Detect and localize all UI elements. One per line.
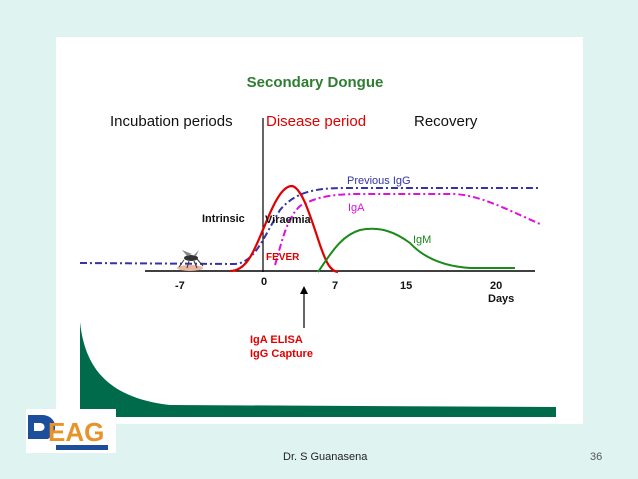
mosquito-icon [177, 250, 204, 271]
tick-label: 0 [261, 276, 267, 288]
viraemia-label: Viraemia [265, 214, 312, 226]
igm-label: IgM [413, 234, 431, 246]
logo: EAG [26, 409, 116, 453]
tick-label: 20 [490, 280, 502, 292]
tick-label: 7 [332, 280, 338, 292]
recovery-label: Recovery [414, 113, 478, 130]
previous-igg-curve [79, 187, 540, 266]
iga-label: IgA [348, 202, 365, 214]
footer-author: Dr. S Guanasena [283, 451, 368, 463]
fever-curve [229, 184, 339, 274]
igm-curve [317, 227, 515, 273]
page-number: 36 [590, 451, 603, 463]
igg-capture-label: IgG Capture [250, 348, 313, 360]
slide [56, 37, 583, 424]
decay-shape [80, 322, 556, 417]
test-arrow [300, 286, 308, 328]
tick-label: 15 [400, 280, 412, 292]
incubation-label: Incubation periods [110, 113, 233, 130]
iga-curve [274, 193, 541, 266]
disease-period-label: Disease period [266, 113, 366, 130]
diagram-title: Secondary Dongue [247, 74, 384, 91]
svg-text:EAG: EAG [48, 417, 104, 447]
iga-elisa-label: IgA ELISA [250, 334, 303, 346]
tick-label: -7 [175, 280, 185, 292]
previous-igg-label: Previous IgG [347, 175, 411, 187]
intrinsic-label: Intrinsic [202, 213, 245, 225]
axis-unit-label: Days [488, 293, 514, 305]
fever-label: FEVER [266, 252, 300, 263]
